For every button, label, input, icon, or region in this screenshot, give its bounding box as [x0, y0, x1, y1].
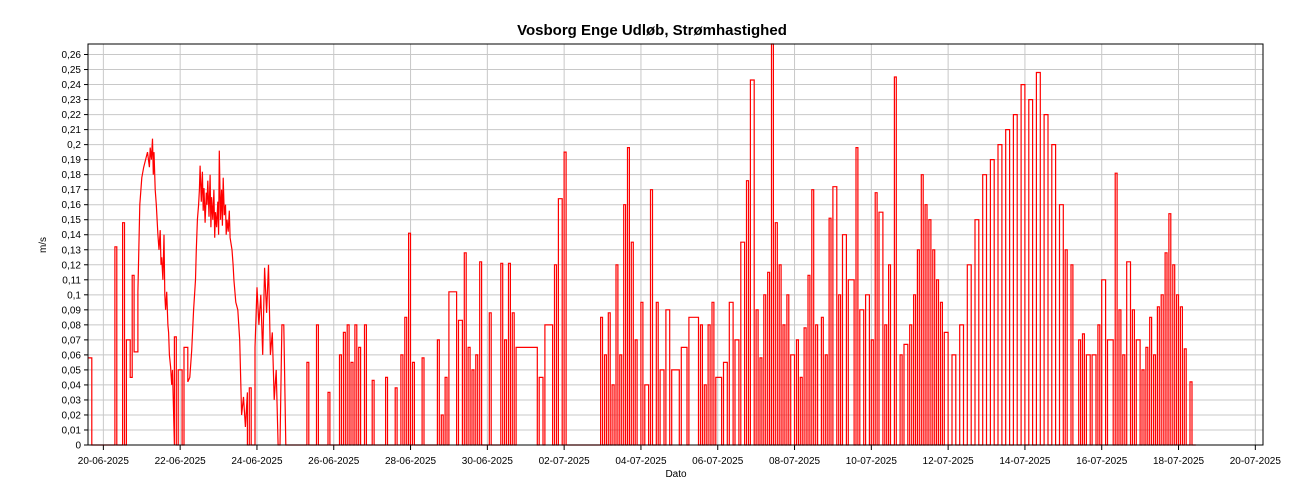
y-tick-label: 0,14	[62, 230, 82, 241]
y-tick-label: 0	[75, 441, 81, 452]
y-tick-label: 0,15	[62, 215, 82, 226]
y-tick-label: 0,05	[62, 365, 82, 376]
y-tick-label: 0,12	[62, 260, 82, 271]
chart-title: Vosborg Enge Udløb, Strømhastighed	[517, 22, 787, 39]
x-axis-ticks: 20-06-2025 22-06-2025 24-06-2025 26-06-2025…	[78, 445, 1282, 467]
y-tick-label: 0,18	[62, 170, 82, 181]
x-tick-label: 30-06-2025	[462, 456, 514, 467]
x-tick-label: 04-07-2025	[615, 456, 667, 467]
plot-frame	[87, 43, 1264, 446]
y-tick-label: 0,25	[62, 65, 82, 76]
x-tick-label: 14-07-2025	[999, 456, 1051, 467]
y-tick-label: 0,02	[62, 410, 82, 421]
y-tick-label: 0,03	[62, 395, 82, 406]
y-tick-label: 0,24	[62, 80, 82, 91]
y-tick-label: 0,21	[62, 125, 82, 136]
x-tick-label: 22-06-2025	[155, 456, 207, 467]
y-tick-label: 0,19	[62, 155, 82, 166]
y-tick-label: 0,06	[62, 350, 82, 361]
y-tick-label: 0,07	[62, 335, 82, 346]
y-tick-label: 0,1	[67, 290, 81, 301]
x-tick-label: 24-06-2025	[231, 456, 283, 467]
y-tick-label: 0,01	[62, 425, 82, 436]
y-axis-title: m/s	[38, 237, 49, 253]
x-tick-label: 02-07-2025	[539, 456, 591, 467]
x-tick-label: 20-06-2025	[78, 456, 130, 467]
y-tick-label: 0,09	[62, 305, 82, 316]
y-tick-label: 0,2	[67, 140, 81, 151]
y-tick-label: 0,04	[62, 380, 82, 391]
y-tick-label: 0,23	[62, 95, 82, 106]
x-tick-label: 16-07-2025	[1076, 456, 1128, 467]
y-tick-label: 0,11	[62, 275, 81, 286]
x-tick-label: 12-07-2025	[923, 456, 975, 467]
y-tick-label: 0,16	[62, 200, 82, 211]
x-tick-label: 20-07-2025	[1230, 456, 1282, 467]
x-tick-label: 10-07-2025	[846, 456, 898, 467]
y-tick-label: 0,13	[62, 245, 82, 256]
x-tick-label: 28-06-2025	[385, 456, 437, 467]
y-tick-label: 0,08	[62, 320, 82, 331]
y-tick-label: 0,26	[62, 50, 82, 61]
y-tick-label: 0,22	[62, 110, 82, 121]
y-axis-ticks: 0 0,01 0,02 0,03 0,04 0,05 0,06 0,07 0,08 0,09 0,1…	[62, 50, 88, 452]
y-tick-label: 0,17	[62, 185, 82, 196]
x-tick-label: 06-07-2025	[692, 456, 744, 467]
x-tick-label: 08-07-2025	[769, 456, 821, 467]
x-axis-title: Dato	[665, 469, 687, 480]
x-tick-label: 26-06-2025	[308, 456, 360, 467]
x-tick-label: 18-07-2025	[1153, 456, 1205, 467]
